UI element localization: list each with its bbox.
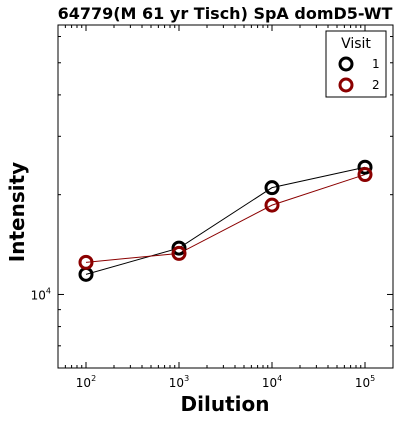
series-1-point bbox=[171, 240, 187, 256]
x-tick-label: 105 bbox=[355, 374, 375, 390]
series-layer bbox=[78, 159, 373, 282]
x-tick-label: 103 bbox=[169, 374, 189, 390]
legend-title: Visit bbox=[341, 36, 371, 52]
x-tick-label: 102 bbox=[76, 374, 96, 390]
series-2-point bbox=[78, 254, 94, 270]
chart-title: 64779(M 61 yr Tisch) SpA domD5-WT bbox=[58, 4, 393, 23]
series-2-point bbox=[357, 167, 373, 183]
series-1-point bbox=[264, 180, 280, 196]
y-tick-label: 104 bbox=[31, 286, 51, 302]
axis-ticks bbox=[57, 25, 394, 369]
legend-label-2: 2 bbox=[372, 78, 380, 92]
legend: Visit 12 bbox=[325, 30, 387, 98]
series-2-point bbox=[171, 245, 187, 261]
legend-marker-1 bbox=[338, 56, 354, 72]
x-tick-label: 104 bbox=[262, 374, 282, 390]
legend-label-1: 1 bbox=[372, 57, 380, 71]
series-2-line bbox=[85, 174, 366, 263]
legend-marker-2 bbox=[338, 77, 354, 93]
series-1-point bbox=[357, 159, 373, 175]
series-2-point bbox=[264, 197, 280, 213]
axis-tick-labels: 102 103 104 105 104 bbox=[31, 286, 376, 390]
series-1-line bbox=[85, 166, 366, 275]
y-axis-label: Intensity bbox=[5, 162, 29, 262]
legend-box bbox=[325, 30, 387, 98]
legend-entries: 12 bbox=[338, 56, 380, 93]
x-axis-label: Dilution bbox=[181, 392, 270, 416]
